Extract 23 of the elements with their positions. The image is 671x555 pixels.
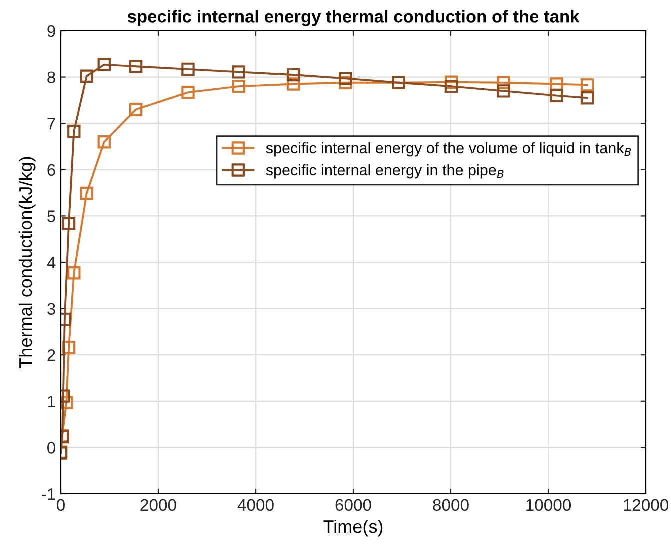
x-tick-label: 4000 — [238, 499, 274, 512]
y-tick-label: 0 — [48, 442, 56, 454]
y-tick-label: 6 — [48, 164, 56, 176]
x-tick-label: 6000 — [336, 499, 372, 512]
y-tick-label: 9 — [48, 25, 56, 38]
y-tick-label: 5 — [48, 210, 56, 222]
legend-label: specific internal energy in the pipe$_{B}$ — [266, 164, 504, 179]
x-tick-label: 2000 — [140, 499, 176, 512]
x-axis-title: Time(s) — [324, 520, 383, 537]
y-axis-title: Thermal conduction(kJ/kg) — [18, 157, 36, 368]
y-tick-label: 7 — [48, 118, 56, 130]
legend-label: specific internal energy of the volume of liquid in tank$_{B}$ — [266, 142, 632, 157]
y-tick-label: 3 — [48, 303, 56, 316]
x-tick-label: 8000 — [433, 499, 469, 512]
x-tick-label: 12000 — [624, 499, 669, 512]
y-tick-label: 8 — [48, 72, 56, 84]
y-tick-label: 4 — [47, 257, 56, 269]
y-tick-label: 1 — [48, 396, 56, 408]
x-tick-label: 0 — [57, 499, 65, 512]
y-tick-label: -1 — [42, 488, 56, 500]
y-tick-label: 2 — [48, 350, 56, 362]
x-tick-label: 10000 — [526, 499, 572, 512]
chart-title: specific internal energy thermal conduction of the tank — [128, 10, 580, 26]
